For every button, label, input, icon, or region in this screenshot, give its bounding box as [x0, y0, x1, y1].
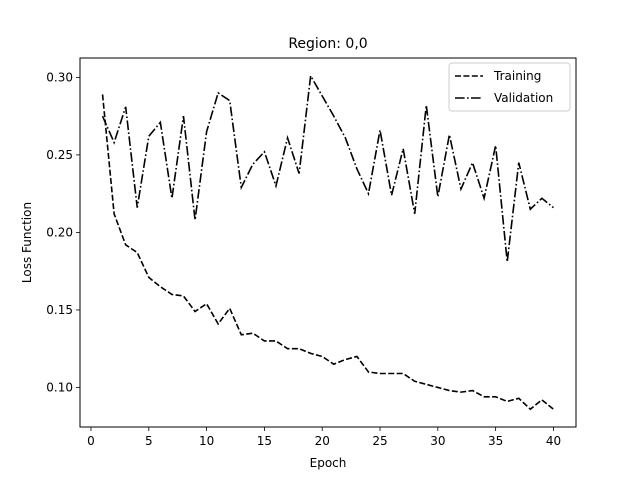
y-axis: 0.10 0.15 0.20 0.25 0.30	[46, 70, 80, 394]
x-axis-label: Epoch	[310, 456, 347, 470]
y-tick-label: 0.10	[46, 380, 73, 394]
y-axis-label: Loss Function	[20, 202, 34, 283]
x-tick-label: 20	[315, 434, 330, 448]
legend: Training Validation	[448, 62, 571, 112]
y-tick-label: 0.20	[46, 225, 73, 239]
x-tick-label: 30	[430, 434, 445, 448]
y-tick-label: 0.25	[46, 148, 73, 162]
x-tick-label: 35	[488, 434, 503, 448]
y-tick-label: 0.30	[46, 70, 73, 84]
x-tick-label: 15	[257, 434, 272, 448]
plot-lines	[101, 73, 554, 411]
x-tick-label: 25	[372, 434, 387, 448]
x-tick-label: 0	[87, 434, 95, 448]
x-tick-label: 5	[145, 434, 153, 448]
legend-label-training: Training	[493, 69, 541, 83]
x-axis: 0 5 10 15 20 25 30 35 40	[87, 427, 561, 448]
legend-box	[448, 62, 571, 112]
y-tick-label: 0.15	[46, 303, 73, 317]
x-tick-label: 40	[546, 434, 561, 448]
series-line-validation	[101, 73, 554, 262]
plot-area-frame	[79, 57, 577, 428]
series-line-training	[101, 94, 554, 411]
x-tick-label: 10	[199, 434, 214, 448]
legend-label-validation: Validation	[494, 91, 553, 105]
chart-title: Region: 0,0	[288, 36, 367, 52]
